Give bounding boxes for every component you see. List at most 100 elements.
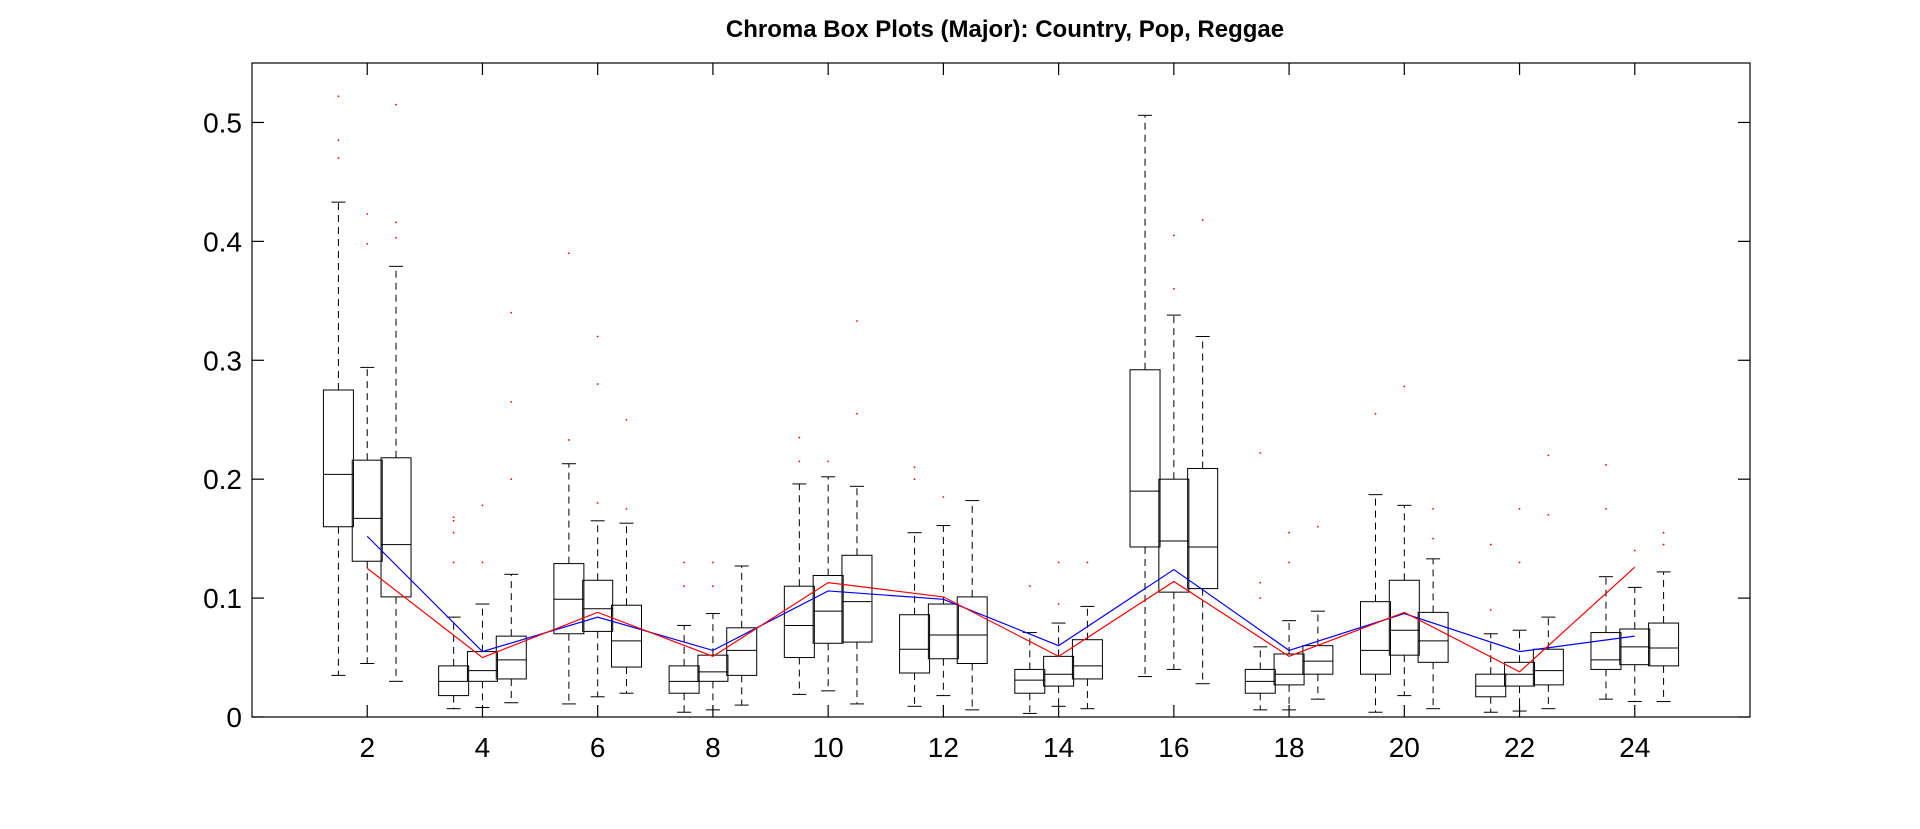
outlier-point xyxy=(913,466,916,469)
outlier-point xyxy=(856,320,858,322)
outlier-point xyxy=(567,252,570,255)
box-iqr xyxy=(1360,601,1391,675)
outlier-point xyxy=(1288,531,1290,534)
x-tick-label: 6 xyxy=(590,732,606,763)
box-iqr xyxy=(1158,478,1190,593)
outlier-point xyxy=(1172,234,1175,237)
box-group xyxy=(1014,561,1103,714)
outlier-point xyxy=(1489,609,1492,611)
box-iqr xyxy=(927,603,959,660)
box-iqr xyxy=(351,459,383,562)
outlier-point xyxy=(856,412,858,415)
box-iqr xyxy=(956,596,988,664)
outlier-point xyxy=(596,502,599,504)
outlier-point xyxy=(567,439,570,441)
box-plot xyxy=(582,335,614,698)
box-group xyxy=(438,311,527,710)
box-iqr xyxy=(899,614,931,674)
mean-lines xyxy=(366,535,1636,673)
box-group xyxy=(668,561,758,713)
box-plot xyxy=(1129,114,1161,678)
outlier-point xyxy=(395,103,397,106)
y-tick-label: 0 xyxy=(226,702,242,733)
outlier-point xyxy=(1057,603,1060,605)
box-plot xyxy=(1475,543,1507,713)
box-plot xyxy=(1187,219,1219,685)
box-groups xyxy=(322,95,1680,714)
outlier-point xyxy=(942,496,945,498)
outlier-point xyxy=(1172,288,1175,290)
chart-title: Chroma Box Plots (Major): Country, Pop, … xyxy=(726,16,1284,43)
outlier-point xyxy=(510,478,513,481)
box-plot xyxy=(841,320,873,705)
box-iqr xyxy=(466,651,498,682)
box-plot xyxy=(1360,412,1391,713)
series-line xyxy=(366,566,1636,673)
box-plot xyxy=(1388,385,1420,697)
box-plot xyxy=(1648,531,1680,703)
box-plot xyxy=(697,561,729,711)
outlier-point xyxy=(366,242,369,245)
outlier-point xyxy=(1201,219,1204,221)
x-tick-label: 10 xyxy=(813,732,844,763)
outlier-point xyxy=(452,516,455,519)
y-tick-label: 0.3 xyxy=(203,345,242,376)
outlier-point xyxy=(625,418,628,421)
x-tick-label: 24 xyxy=(1619,732,1650,763)
outlier-point xyxy=(337,95,340,98)
x-axis: 2 4 6 8 10 12 14 16 18 20 22 24 xyxy=(359,63,1650,763)
box-iqr xyxy=(380,457,412,598)
outlier-point xyxy=(510,400,513,403)
outlier-point xyxy=(1432,537,1435,540)
box-iqr xyxy=(1532,648,1564,686)
x-tick-label: 16 xyxy=(1158,732,1189,763)
box-iqr xyxy=(438,665,470,697)
box-plot xyxy=(1014,585,1046,714)
outlier-point xyxy=(1259,581,1262,584)
box-plot xyxy=(1043,561,1075,707)
box-iqr xyxy=(1129,369,1161,548)
outlier-point xyxy=(625,508,628,510)
box-plot xyxy=(1619,549,1651,703)
box-group xyxy=(322,95,412,682)
box-group xyxy=(1129,114,1219,685)
outlier-point xyxy=(452,531,455,534)
outlier-point xyxy=(683,585,686,588)
x-tick-label: 18 xyxy=(1273,732,1304,763)
x-tick-label: 22 xyxy=(1504,732,1535,763)
x-tick-label: 8 xyxy=(705,732,721,763)
box-iqr xyxy=(783,585,815,659)
box-plot xyxy=(466,504,498,708)
box-plot xyxy=(668,561,700,713)
outlier-point xyxy=(1518,561,1521,564)
box-iqr xyxy=(611,604,642,668)
box-iqr xyxy=(668,665,700,694)
box-plot xyxy=(495,311,527,704)
outlier-point xyxy=(798,436,801,439)
outlier-point xyxy=(798,460,801,463)
outlier-point xyxy=(1432,508,1435,510)
box-group xyxy=(1475,454,1564,713)
x-tick-label: 4 xyxy=(475,732,491,763)
outlier-point xyxy=(913,478,916,481)
outlier-point xyxy=(712,585,714,588)
outlier-point xyxy=(1259,452,1262,454)
outlier-point xyxy=(1086,561,1089,564)
box-plot xyxy=(783,436,815,695)
box-plot xyxy=(351,213,383,664)
outlier-point xyxy=(481,504,484,507)
box-group xyxy=(899,466,988,711)
box-group xyxy=(783,320,873,705)
outlier-point xyxy=(337,157,340,160)
outlier-point xyxy=(395,236,397,239)
box-plot xyxy=(1071,561,1103,710)
outlier-point xyxy=(712,561,714,564)
box-plot xyxy=(1273,531,1305,711)
box-iqr xyxy=(812,574,844,644)
outlier-point xyxy=(1288,561,1290,564)
box-iqr xyxy=(1590,632,1622,670)
y-tick-label: 0.2 xyxy=(203,464,242,495)
box-plot xyxy=(322,95,354,676)
outlier-point xyxy=(1605,508,1607,510)
